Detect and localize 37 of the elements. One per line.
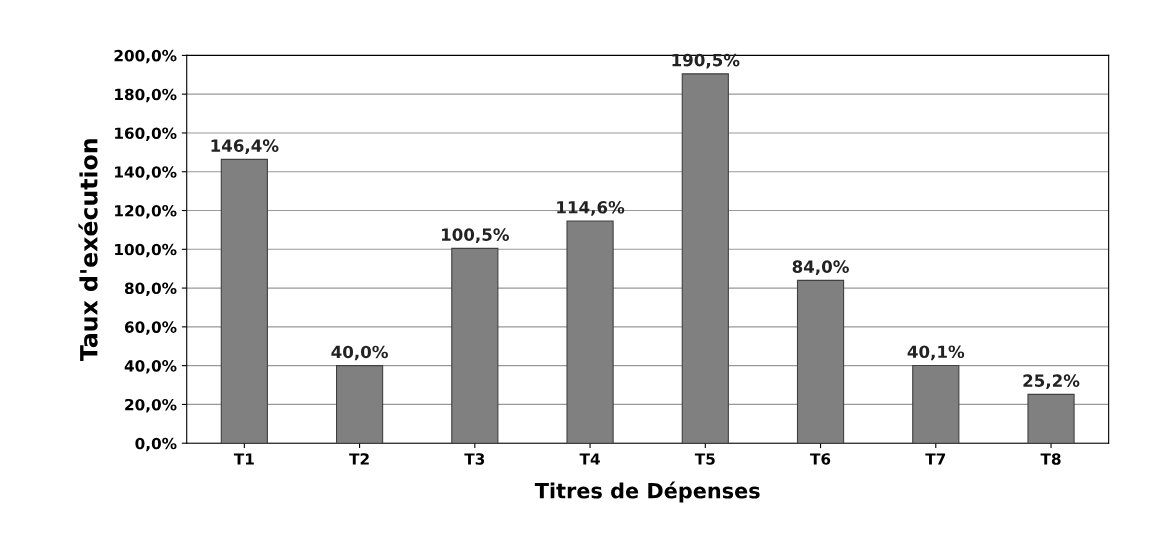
data-label: 190,5% <box>672 53 740 69</box>
y-tick-label: 0,0% <box>135 437 177 452</box>
x-tick-label: T6 <box>810 453 831 465</box>
y-tick-label: 140,0% <box>115 166 177 180</box>
x-axis-title: Titres de Dépenses <box>534 481 760 503</box>
bar <box>1027 393 1075 444</box>
x-tick-label: T2 <box>349 453 369 465</box>
bar <box>566 220 614 444</box>
x-tick-label: T8 <box>1040 453 1061 465</box>
y-tick-label: 100,0% <box>115 243 177 258</box>
data-label: 84,0% <box>792 260 849 276</box>
bar <box>796 279 845 444</box>
y-tick-label: 200,0% <box>114 49 177 64</box>
bar <box>912 364 960 444</box>
x-tick-label: T3 <box>464 453 485 465</box>
bar <box>220 158 268 444</box>
x-tick-label: T4 <box>579 453 600 465</box>
data-label: 100,5% <box>442 228 509 244</box>
data-label: 40,0% <box>331 345 388 361</box>
y-tick-label: 80,0% <box>124 282 177 297</box>
data-label: 40,1% <box>907 345 965 361</box>
x-tick-label: T1 <box>233 453 254 465</box>
data-label: 25,2% <box>1023 374 1080 390</box>
y-tick-label: 120,0% <box>115 204 177 219</box>
x-tick-label: T5 <box>694 453 715 465</box>
y-axis-title: Taux d'exécution <box>78 139 98 362</box>
y-tick-label: 60,0% <box>124 321 177 335</box>
data-label: 114,6% <box>557 200 625 216</box>
bar <box>681 73 729 444</box>
y-tick-label: 40,0% <box>124 360 177 374</box>
y-tick-label: 180,0% <box>115 88 177 103</box>
x-tick-label: T7 <box>925 453 946 465</box>
y-tick-label: 160,0% <box>115 127 177 141</box>
bar <box>335 365 384 444</box>
data-label: 146,4% <box>211 139 279 155</box>
y-tick-label: 20,0% <box>125 398 177 413</box>
bar <box>451 247 499 444</box>
